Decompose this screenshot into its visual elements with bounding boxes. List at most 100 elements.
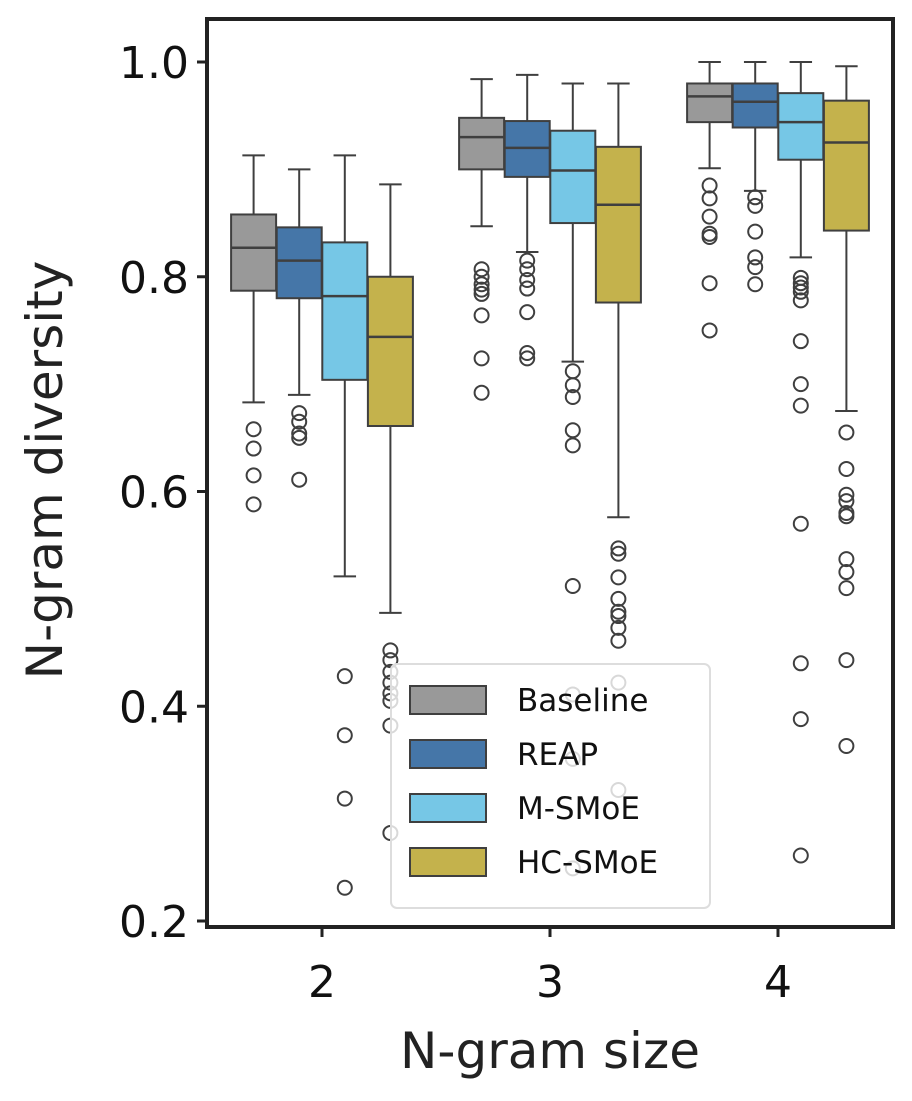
outlier-point bbox=[747, 259, 764, 276]
legend-swatch bbox=[409, 847, 487, 877]
outlier-point bbox=[473, 276, 490, 293]
outlier-point bbox=[610, 569, 627, 586]
outlier-point bbox=[564, 363, 581, 380]
box-body bbox=[275, 226, 323, 300]
outlier-point bbox=[473, 268, 490, 285]
outlier-point bbox=[701, 229, 718, 246]
outlier-point bbox=[792, 397, 809, 414]
outlier-point bbox=[473, 285, 490, 302]
box-M-SMoE-2 bbox=[321, 154, 369, 896]
outlier-point bbox=[610, 540, 627, 557]
legend-label: Baseline bbox=[517, 683, 648, 719]
outlier-point bbox=[473, 261, 490, 278]
outlier-point bbox=[701, 275, 718, 292]
box-body bbox=[686, 82, 734, 124]
outlier-point bbox=[473, 384, 490, 401]
outlier-point bbox=[245, 496, 262, 513]
box-body bbox=[321, 241, 369, 381]
outlier-point bbox=[610, 632, 627, 649]
x-tick-label: 2 bbox=[308, 957, 336, 1008]
outlier-point bbox=[245, 440, 262, 457]
outlier-point bbox=[747, 189, 764, 206]
outlier-point bbox=[519, 261, 536, 278]
y-tick-label: 0.8 bbox=[119, 253, 189, 304]
outlier-point bbox=[336, 727, 353, 744]
outlier-point bbox=[291, 405, 308, 422]
outlier-point bbox=[792, 275, 809, 292]
outlier-point bbox=[291, 425, 308, 442]
outlier-point bbox=[792, 847, 809, 864]
outlier-point bbox=[838, 580, 855, 597]
outlier-point bbox=[519, 271, 536, 288]
outlier-point bbox=[838, 564, 855, 581]
outlier-point bbox=[747, 197, 764, 214]
outlier-point bbox=[564, 389, 581, 406]
box-body bbox=[458, 116, 506, 171]
legend-swatch bbox=[409, 739, 487, 769]
outlier-point bbox=[610, 603, 627, 620]
outlier-point bbox=[610, 590, 627, 607]
outlier-point bbox=[564, 577, 581, 594]
outlier-point bbox=[792, 333, 809, 350]
outlier-point bbox=[747, 249, 764, 266]
box-REAP-2 bbox=[275, 168, 323, 488]
outlier-point bbox=[792, 376, 809, 393]
outlier-point bbox=[519, 304, 536, 321]
outlier-point bbox=[564, 437, 581, 454]
outlier-point bbox=[245, 467, 262, 484]
outlier-point bbox=[291, 429, 308, 446]
box-body bbox=[777, 92, 825, 161]
outlier-point bbox=[792, 711, 809, 728]
outlier-point bbox=[245, 421, 262, 438]
box-HC-SMoE-4 bbox=[822, 65, 870, 754]
outlier-point bbox=[792, 283, 809, 300]
outlier-point bbox=[838, 493, 855, 510]
outlier-point bbox=[792, 515, 809, 532]
outlier-point bbox=[336, 790, 353, 807]
outlier-point bbox=[701, 190, 718, 207]
outlier-point bbox=[838, 652, 855, 669]
y-tick-label: 0.2 bbox=[119, 897, 189, 948]
outlier-point bbox=[838, 424, 855, 441]
x-axis-title: N-gram size bbox=[400, 1022, 700, 1080]
outlier-point bbox=[564, 377, 581, 394]
outlier-point bbox=[519, 252, 536, 269]
outlier-point bbox=[291, 471, 308, 488]
outlier-point bbox=[519, 350, 536, 367]
y-axis-title: N-gram diversity bbox=[16, 261, 74, 680]
box-body bbox=[230, 213, 278, 292]
outlier-point bbox=[519, 344, 536, 361]
x-tick-label: 3 bbox=[536, 957, 564, 1008]
box-REAP-4 bbox=[731, 61, 779, 293]
outlier-point bbox=[519, 280, 536, 297]
x-axis-ticks: 2 3 4 bbox=[308, 927, 792, 1008]
outlier-point bbox=[473, 350, 490, 367]
outlier-point bbox=[382, 652, 399, 669]
box-Baseline-3 bbox=[458, 78, 506, 401]
box-Baseline-2 bbox=[230, 154, 278, 513]
box-REAP-3 bbox=[503, 73, 551, 367]
x-tick-label: 4 bbox=[764, 957, 792, 1008]
y-tick-label: 0.6 bbox=[119, 468, 189, 519]
outlier-point bbox=[701, 225, 718, 242]
outlier-point bbox=[701, 322, 718, 339]
outlier-point bbox=[701, 208, 718, 225]
box-HC-SMoE-3 bbox=[594, 82, 642, 799]
outlier-point bbox=[610, 545, 627, 562]
outlier-point bbox=[747, 276, 764, 293]
legend-label: REAP bbox=[517, 737, 598, 773]
legend-swatch bbox=[409, 685, 487, 715]
legend-label: M-SMoE bbox=[517, 791, 640, 827]
outlier-point bbox=[838, 508, 855, 525]
outlier-point bbox=[336, 879, 353, 896]
outlier-point bbox=[792, 655, 809, 672]
outlier-point bbox=[747, 223, 764, 240]
outlier-point bbox=[792, 292, 809, 309]
box-body bbox=[731, 82, 779, 129]
outlier-point bbox=[473, 307, 490, 324]
box-M-SMoE-4 bbox=[777, 61, 825, 864]
box-body bbox=[549, 129, 597, 225]
outlier-point bbox=[838, 460, 855, 477]
outlier-point bbox=[610, 619, 627, 636]
